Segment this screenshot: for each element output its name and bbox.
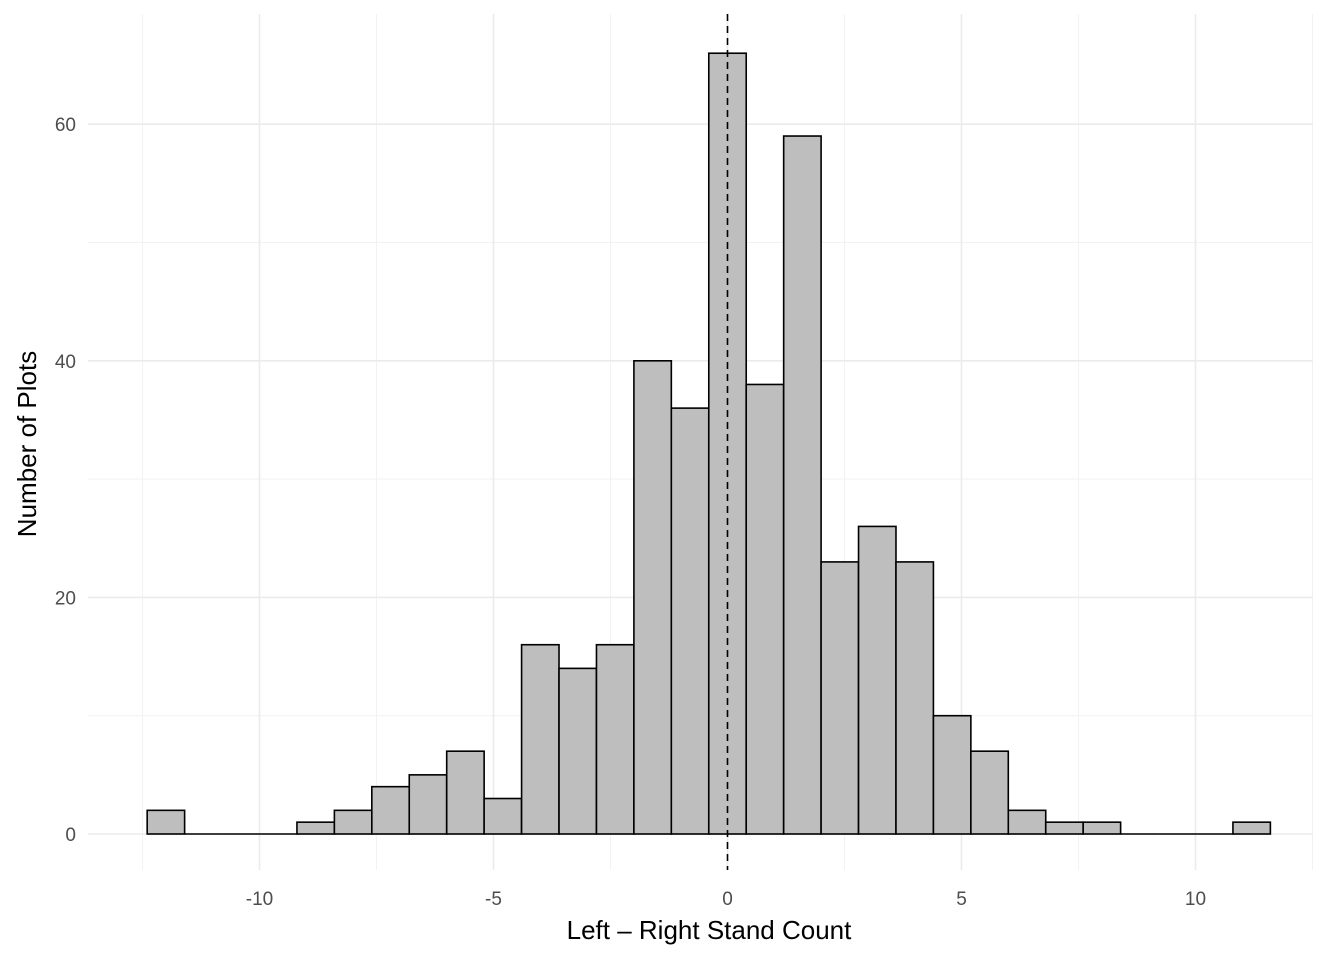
x-tick-label: 0	[722, 889, 733, 910]
x-tick-label: 5	[956, 889, 967, 910]
histogram-bar	[1007, 809, 1047, 835]
x-tick-label: 10	[1185, 889, 1206, 910]
y-axis-title: Number of Plots	[12, 351, 42, 537]
histogram-bar	[146, 809, 186, 835]
histogram-bar	[371, 785, 411, 835]
histogram-bar	[633, 359, 673, 835]
y-tick-label: 60	[55, 115, 76, 136]
histogram-bar	[483, 797, 523, 835]
x-axis-title: Left – Right Stand Count	[567, 915, 853, 945]
histogram-bar	[333, 809, 373, 835]
y-tick-label: 20	[55, 588, 76, 609]
histogram-bar	[857, 525, 897, 835]
histogram-bar	[520, 643, 560, 835]
y-axis-ticks: 0 20 40 60	[55, 115, 76, 846]
y-tick-label: 0	[65, 825, 76, 846]
y-tick-label: 40	[55, 352, 76, 373]
x-tick-label: -10	[246, 889, 273, 910]
histogram-bar	[595, 643, 635, 835]
histogram-bar	[558, 667, 598, 835]
histogram-bar	[970, 750, 1010, 835]
histogram-bar	[1232, 821, 1272, 835]
histogram-bar	[296, 821, 336, 835]
histogram-bar	[1044, 821, 1084, 835]
histogram-bar	[445, 750, 485, 835]
histogram-bar	[895, 561, 935, 835]
x-tick-label: -5	[485, 889, 502, 910]
histogram-bar	[408, 774, 448, 835]
histogram-bar	[745, 383, 785, 835]
histogram-bar	[670, 407, 710, 835]
histogram-bars	[146, 52, 1272, 835]
histogram-bar	[932, 714, 972, 835]
histogram-bar	[782, 135, 822, 835]
histogram-bar	[820, 561, 860, 835]
histogram-bar	[1082, 821, 1122, 835]
x-axis-ticks: -10 -5 0 5 10	[246, 889, 1206, 910]
